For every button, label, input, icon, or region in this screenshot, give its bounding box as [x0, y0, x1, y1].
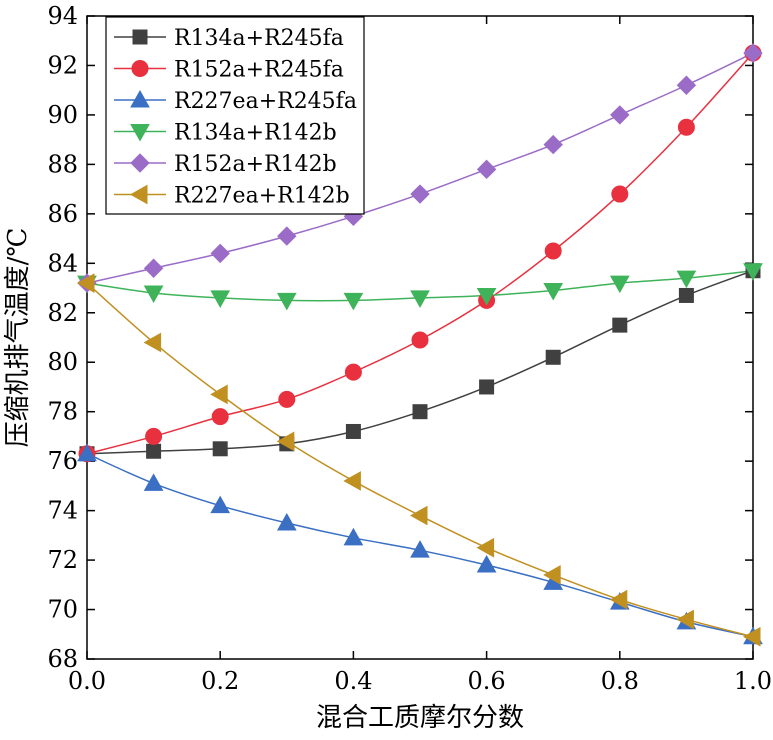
legend-label: R227ea+R142b	[174, 184, 350, 209]
data-point	[77, 443, 97, 462]
data-point	[210, 290, 231, 308]
y-tick-label: 86	[47, 200, 78, 228]
x-tick-label: 0.2	[201, 667, 239, 695]
data-point	[609, 275, 630, 294]
data-point	[476, 287, 497, 306]
data-point	[210, 384, 228, 405]
x-tick-label: 0.6	[468, 667, 506, 695]
data-point	[676, 270, 697, 289]
data-point	[742, 626, 761, 647]
y-tick-label: 92	[47, 51, 78, 79]
data-point	[743, 43, 763, 63]
data-point	[212, 441, 228, 457]
data-point	[543, 565, 561, 585]
data-point	[676, 609, 694, 630]
data-point	[543, 283, 564, 301]
series-markers	[76, 43, 763, 647]
y-tick-label: 76	[47, 447, 78, 475]
legend-box	[105, 16, 365, 215]
data-point	[743, 263, 763, 281]
data-point	[345, 423, 361, 439]
data-point	[143, 285, 164, 304]
data-point	[210, 495, 231, 514]
data-point	[409, 505, 428, 526]
legend-label: R134a+R142b	[174, 121, 337, 146]
data-point	[544, 242, 562, 260]
y-tick-label: 74	[47, 497, 78, 525]
data-point	[276, 292, 297, 311]
data-point	[678, 287, 694, 303]
data-point	[543, 134, 563, 155]
data-point	[343, 292, 364, 311]
data-point	[211, 408, 229, 426]
data-point	[143, 258, 164, 278]
y-tick-label: 94	[47, 2, 78, 30]
data-point	[411, 331, 429, 349]
y-axis-label: 压缩机排气温度/℃	[3, 228, 33, 448]
data-point	[609, 589, 628, 610]
legend-marker	[130, 124, 150, 142]
data-point	[343, 471, 361, 491]
legend: R134a+R245fa R152a+R245fa R227ea+R245fa R13…	[105, 16, 365, 215]
legend-marker	[130, 89, 150, 108]
x-tick-label: 1.0	[734, 667, 772, 695]
y-tick-label: 84	[47, 249, 78, 277]
data-point	[476, 159, 497, 180]
y-tick-label: 82	[47, 299, 78, 327]
legend-label: R152a+R142b	[174, 152, 337, 177]
data-point	[145, 427, 163, 445]
data-point	[410, 184, 430, 204]
data-point	[410, 540, 430, 558]
data-point	[76, 273, 95, 293]
data-point	[143, 473, 164, 491]
y-tick-label: 70	[47, 596, 78, 624]
data-point	[545, 349, 561, 365]
x-axis-label: 混合工质摩尔分数	[316, 703, 524, 733]
y-tick-label: 78	[47, 398, 78, 426]
data-point	[410, 290, 430, 308]
data-point	[143, 332, 162, 353]
data-point	[677, 118, 695, 136]
data-point	[344, 363, 362, 381]
y-tick-label: 88	[47, 150, 78, 178]
data-point	[343, 527, 364, 546]
data-point	[278, 390, 296, 408]
data-point	[277, 226, 297, 246]
legend-marker	[132, 29, 148, 45]
data-point	[612, 317, 628, 333]
legend-label: R152a+R245fa	[174, 58, 344, 83]
data-point	[412, 404, 428, 420]
legend-marker	[129, 184, 148, 205]
x-tick-label: 0.0	[68, 667, 106, 695]
legend-marker	[130, 153, 150, 173]
y-tick-label: 80	[47, 348, 78, 376]
axes	[86, 15, 754, 660]
data-point	[611, 185, 629, 203]
y-tick-label: 90	[47, 101, 78, 129]
data-point	[276, 431, 295, 452]
data-point	[476, 537, 495, 558]
plot-frame	[86, 15, 754, 660]
data-point	[476, 555, 497, 573]
legend-label: R134a+R245fa	[174, 26, 344, 51]
data-point	[676, 75, 697, 95]
data-point	[610, 105, 630, 125]
tick-marks: 0.0 0.2 0.4 0.6 0.8 1.0 68 70 72 74 76 78 80 82 84 86 88…	[47, 2, 772, 695]
data-point	[276, 512, 297, 531]
data-point	[210, 243, 230, 264]
y-tick-label: 72	[47, 546, 78, 574]
data-point	[146, 443, 162, 459]
data-point	[479, 379, 495, 395]
x-tick-label: 0.8	[601, 667, 639, 695]
legend-label: R227ea+R245fa	[174, 89, 357, 114]
legend-marker	[131, 60, 149, 77]
x-tick-label: 0.4	[334, 667, 372, 695]
y-tick-label: 68	[47, 645, 78, 673]
